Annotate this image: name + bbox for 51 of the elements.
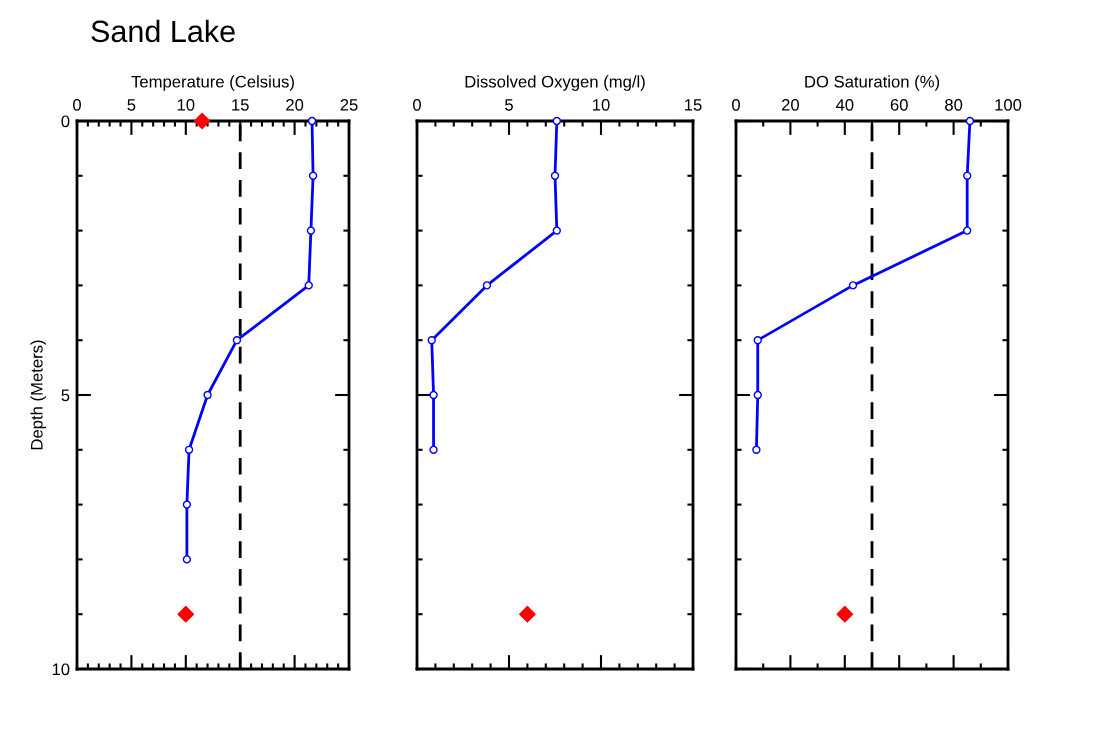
point: [519, 605, 536, 623]
point: [753, 336, 762, 345]
x-tick-label: 5: [127, 99, 136, 111]
point: [304, 281, 313, 290]
x-tick-label: 20: [286, 98, 304, 111]
point: [752, 445, 761, 454]
x-tick-label: 60: [890, 98, 908, 111]
x-axis-title: DO Saturation (%): [805, 75, 940, 91]
x-tick-label: 15: [232, 99, 249, 111]
point: [177, 605, 195, 623]
x-tick-label: 10: [593, 98, 610, 111]
point: [182, 555, 192, 564]
y-tick-label: 0: [61, 115, 70, 128]
x-tick-label: 20: [781, 98, 800, 111]
x-tick-label: 0: [732, 98, 740, 111]
point: [552, 226, 562, 235]
point: [963, 226, 972, 235]
x-axis-title: Temperature (Celsius): [131, 75, 294, 91]
point: [836, 605, 854, 623]
point: [552, 116, 562, 126]
y-tick-label: 10: [52, 663, 70, 676]
point: [550, 171, 560, 180]
x-tick-label: 0: [413, 98, 421, 111]
point: [429, 445, 438, 454]
point: [963, 171, 972, 180]
point: [429, 390, 438, 400]
point: [753, 390, 762, 400]
chart-title: Sand Lake: [91, 19, 235, 43]
x-tick-label: 40: [835, 98, 854, 111]
point: [193, 112, 211, 130]
x-axis-title: Dissolved Oxygen (mg/l): [465, 75, 645, 91]
point: [232, 336, 242, 345]
x-tick-label: 10: [177, 98, 195, 111]
point: [203, 390, 212, 400]
y-axis-title: Depth (Meters): [30, 340, 46, 450]
x-tick-label: 25: [340, 98, 358, 111]
point: [427, 336, 436, 345]
x-tick-label: 0: [73, 98, 81, 111]
y-tick-label: 5: [61, 389, 70, 402]
point: [307, 116, 317, 126]
x-tick-label: 80: [945, 98, 963, 111]
point: [848, 281, 858, 290]
x-tick-label: 15: [685, 99, 702, 111]
point: [182, 500, 192, 509]
point: [306, 226, 316, 235]
point: [184, 445, 194, 454]
point: [482, 281, 492, 290]
x-tick-label: 100: [995, 98, 1022, 111]
x-tick-label: 5: [505, 99, 513, 111]
point: [965, 116, 975, 126]
point: [308, 171, 318, 180]
